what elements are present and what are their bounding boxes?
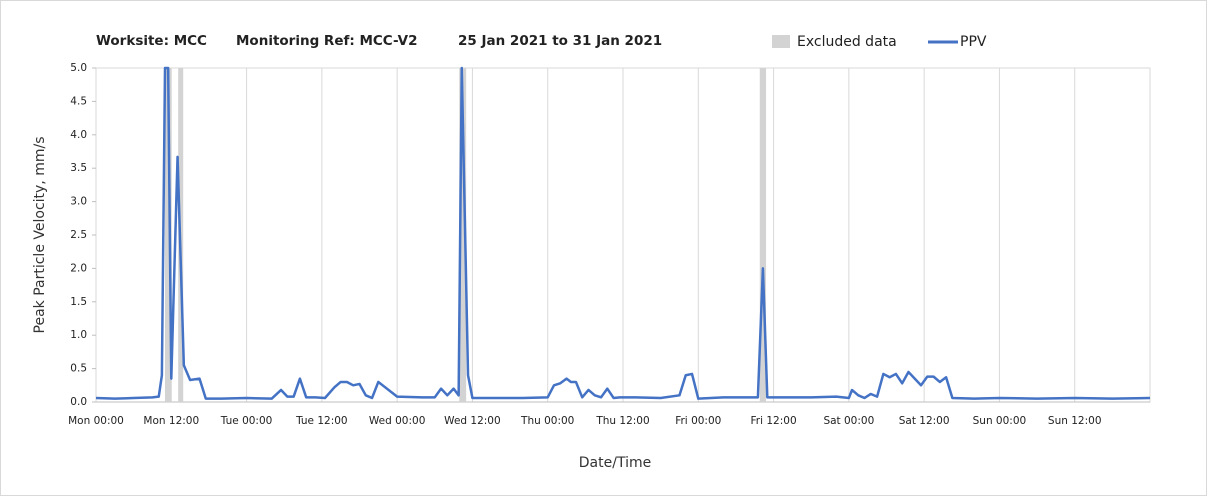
legend-label: PPV: [960, 34, 987, 50]
x-tick-label: Thu 12:00: [595, 415, 649, 427]
y-tick-label: 4.0: [70, 129, 87, 141]
x-axis-label: Date/Time: [579, 455, 651, 471]
chart-title: 25 Jan 2021 to 31 Jan 2021: [458, 33, 662, 49]
y-tick-label: 1.5: [70, 296, 87, 308]
x-tick-label: Sat 12:00: [899, 415, 950, 427]
x-tick-label: Fri 00:00: [675, 415, 721, 427]
y-tick-label: 3.0: [70, 196, 87, 208]
x-tick-label: Thu 00:00: [520, 415, 574, 427]
x-tick-label: Tue 12:00: [295, 415, 348, 427]
x-tick-label: Sun 00:00: [973, 415, 1027, 427]
x-tick-label: Fri 12:00: [751, 415, 797, 427]
y-tick-label: 0.0: [70, 396, 87, 408]
y-axis-label: Peak Particle Velocity, mm/s: [32, 137, 48, 334]
y-tick-label: 3.5: [70, 162, 87, 174]
excluded-band: [165, 68, 172, 402]
y-tick-label: 2.0: [70, 262, 87, 274]
legend-swatch: [772, 35, 790, 48]
y-tick-label: 2.5: [70, 229, 87, 241]
x-tick-label: Sun 12:00: [1048, 415, 1102, 427]
y-tick-label: 0.5: [70, 363, 87, 375]
chart-title: Worksite: MCC: [96, 33, 207, 49]
y-tick-label: 5.0: [70, 62, 87, 74]
x-tick-label: Mon 00:00: [68, 415, 124, 427]
legend-label: Excluded data: [797, 34, 897, 50]
chart-title: Monitoring Ref: MCC-V2: [236, 33, 417, 49]
x-tick-label: Sat 00:00: [823, 415, 874, 427]
excluded-band: [759, 68, 767, 402]
y-tick-label: 4.5: [70, 95, 87, 107]
series-group: [96, 66, 1150, 400]
x-tick-label: Mon 12:00: [143, 415, 199, 427]
ppv-line: [96, 66, 1150, 400]
x-tick-label: Tue 00:00: [220, 415, 273, 427]
x-tick-label: Wed 12:00: [444, 415, 501, 427]
y-tick-label: 1.0: [70, 329, 87, 341]
excluded-band: [459, 68, 467, 402]
x-tick-label: Wed 00:00: [369, 415, 426, 427]
